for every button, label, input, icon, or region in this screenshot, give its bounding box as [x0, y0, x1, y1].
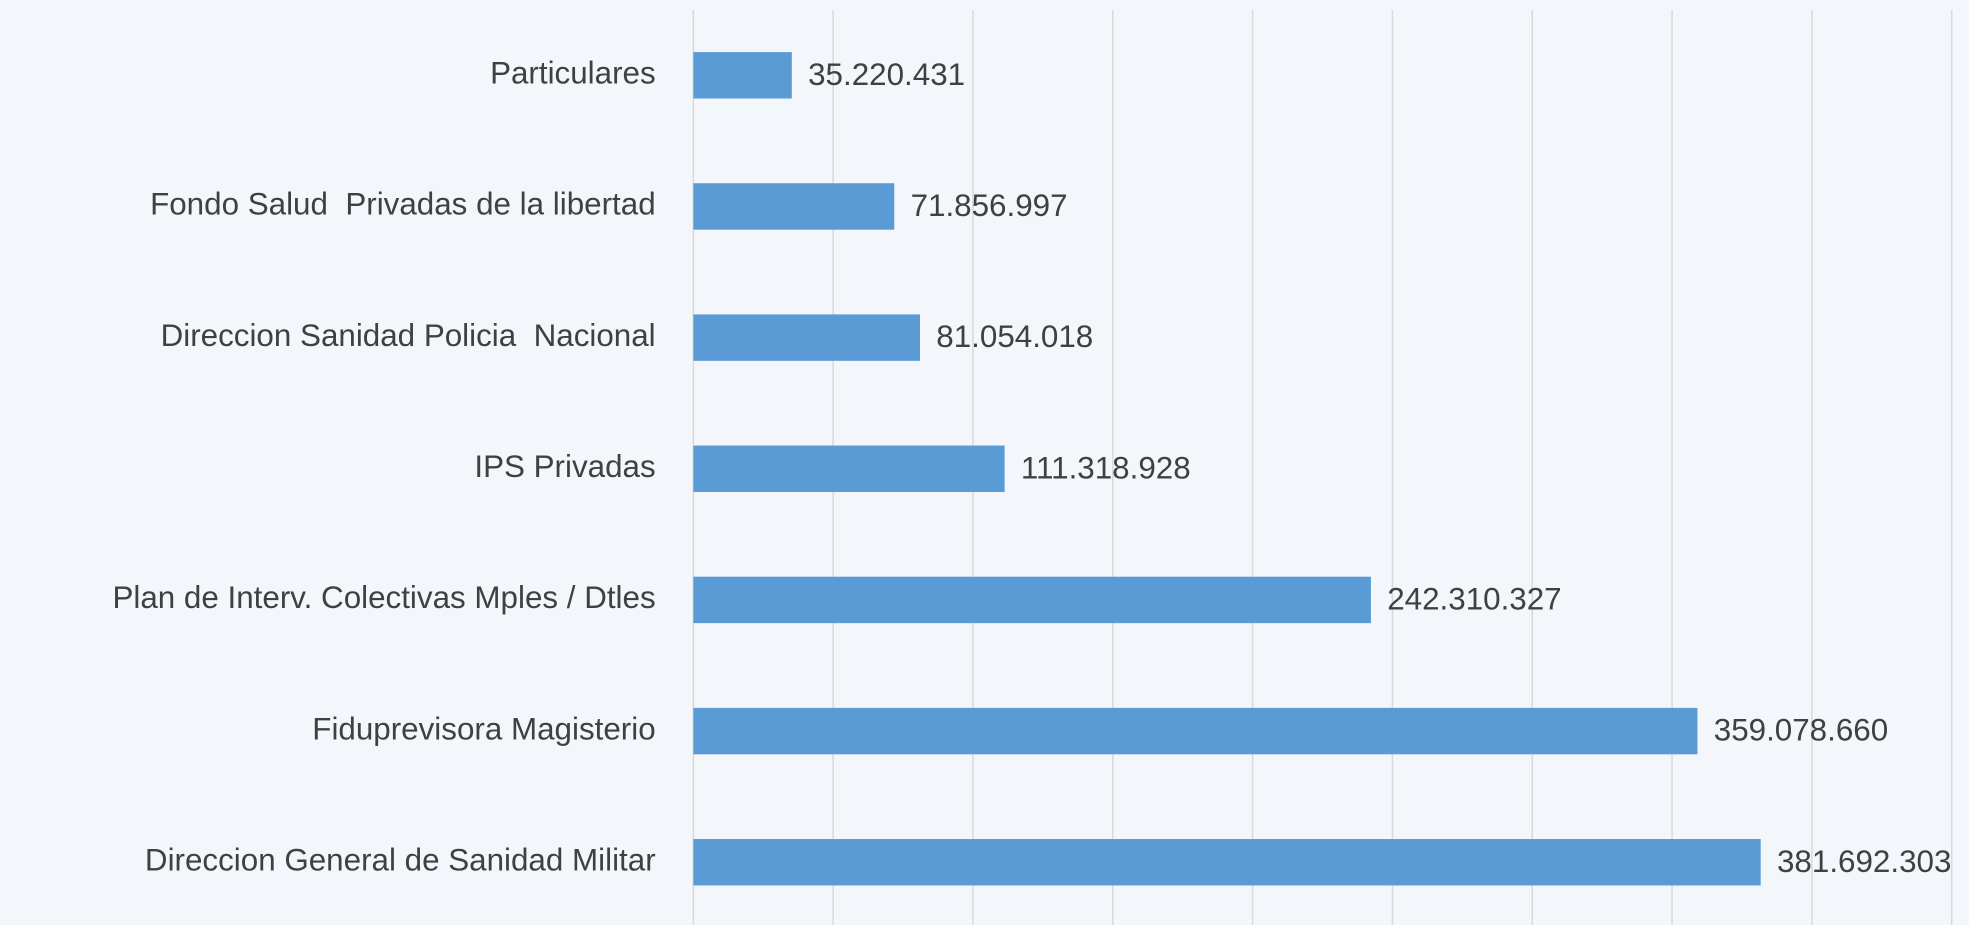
- value-label: 359.078.660: [1714, 713, 1888, 748]
- bar: [693, 314, 920, 361]
- value-label: 242.310.327: [1387, 581, 1561, 616]
- value-label: 381.692.303: [1777, 844, 1951, 879]
- category-label: Plan de Interv. Colectivas Mples / Dtles: [112, 580, 655, 615]
- bar: [693, 576, 1371, 624]
- bar: [693, 445, 1005, 492]
- category-label: Fondo Salud Privadas de la libertad: [150, 187, 656, 222]
- value-label: 81.054.018: [936, 319, 1093, 354]
- value-label: 111.318.928: [1021, 450, 1191, 485]
- category-label: Direccion Sanidad Policia Nacional: [161, 318, 656, 353]
- bar: [693, 52, 792, 99]
- category-label: IPS Privadas: [474, 449, 655, 484]
- category-label: Particulares: [490, 56, 656, 91]
- bar: [693, 839, 1761, 886]
- bar: [693, 183, 895, 230]
- bar: [693, 707, 1698, 755]
- category-label: Fiduprevisora Magisterio: [312, 711, 655, 746]
- value-label: 71.856.997: [911, 188, 1068, 223]
- value-label: 35.220.431: [808, 57, 965, 92]
- category-label: Direccion General de Sanidad Militar: [145, 843, 656, 878]
